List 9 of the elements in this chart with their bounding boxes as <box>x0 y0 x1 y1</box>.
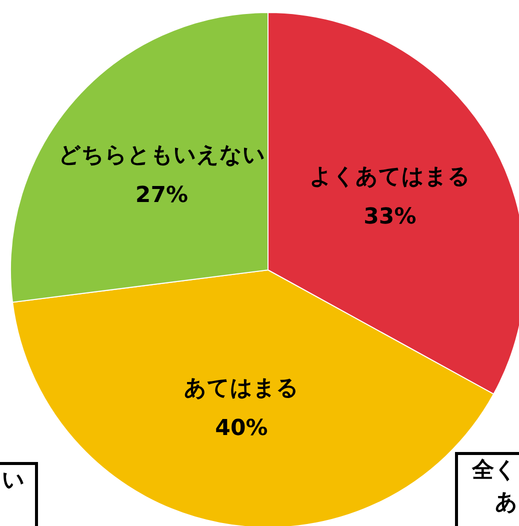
slice-label: どちらともいえない <box>58 143 266 168</box>
data-label: 40% <box>215 416 268 441</box>
slice-label: よくあてはまる <box>309 164 470 190</box>
slice-label: あてはまる <box>184 376 299 401</box>
data-label: 33% <box>364 204 416 230</box>
data-label: 27% <box>135 183 188 208</box>
text: あ <box>495 489 518 517</box>
text: 全く <box>472 457 517 485</box>
text: い <box>2 467 25 495</box>
